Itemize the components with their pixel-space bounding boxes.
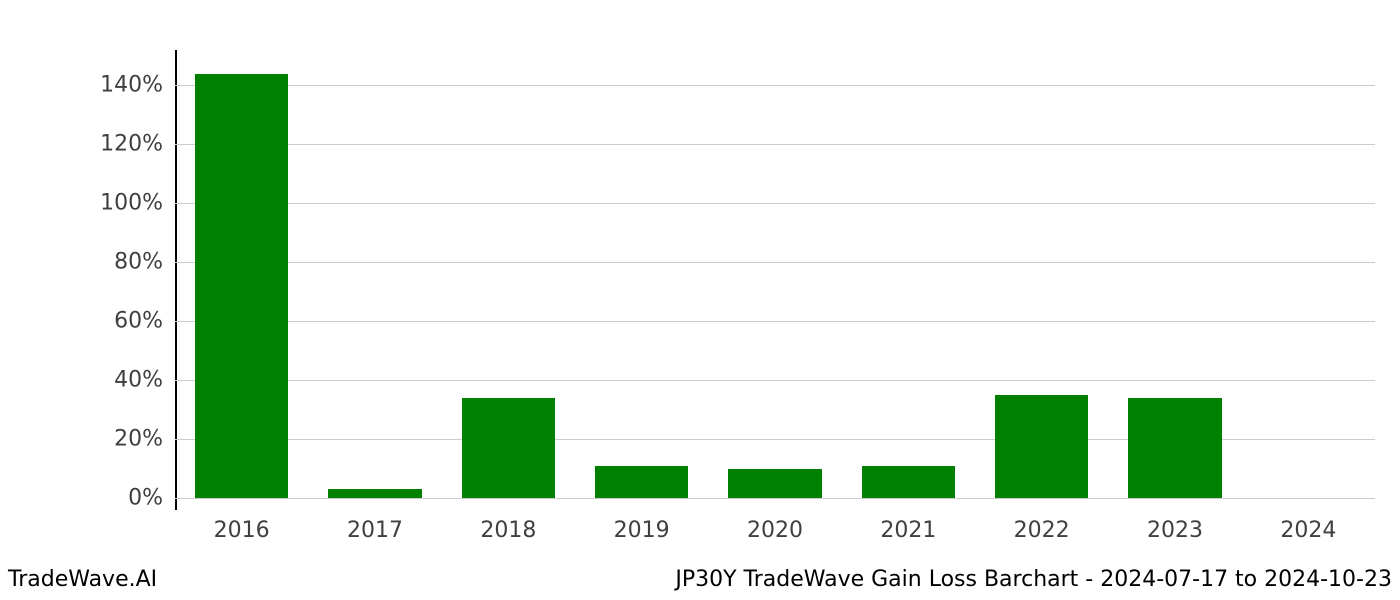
y-tick-label: 0% bbox=[128, 486, 175, 511]
bar bbox=[1128, 398, 1221, 498]
x-tick-label: 2021 bbox=[880, 510, 936, 543]
x-tick-label: 2019 bbox=[614, 510, 670, 543]
bar bbox=[995, 395, 1088, 498]
y-tick-label: 140% bbox=[100, 73, 175, 98]
y-tick-label: 60% bbox=[114, 309, 175, 334]
gridline bbox=[175, 380, 1375, 381]
bar bbox=[462, 398, 555, 498]
x-tick-label: 2018 bbox=[480, 510, 536, 543]
x-tick-label: 2017 bbox=[347, 510, 403, 543]
bar bbox=[728, 469, 821, 498]
gridline bbox=[175, 144, 1375, 145]
bar bbox=[328, 489, 421, 498]
y-tick-label: 100% bbox=[100, 191, 175, 216]
chart-caption: JP30Y TradeWave Gain Loss Barchart - 202… bbox=[675, 567, 1392, 592]
gridline bbox=[175, 262, 1375, 263]
y-axis-line bbox=[175, 50, 177, 510]
x-tick-label: 2022 bbox=[1014, 510, 1070, 543]
x-tick-label: 2024 bbox=[1280, 510, 1336, 543]
x-tick-label: 2020 bbox=[747, 510, 803, 543]
bar bbox=[195, 74, 288, 499]
gridline bbox=[175, 321, 1375, 322]
chart-container: 0% 20% 40% 60% 80% 100% 120% 140% 2016 2017 2018 20… bbox=[0, 0, 1400, 600]
y-tick-label: 120% bbox=[100, 132, 175, 157]
gridline bbox=[175, 498, 1375, 499]
gridline bbox=[175, 85, 1375, 86]
bar bbox=[595, 466, 688, 498]
x-tick-label: 2016 bbox=[214, 510, 270, 543]
bar bbox=[862, 466, 955, 498]
x-tick-label: 2023 bbox=[1147, 510, 1203, 543]
y-tick-label: 80% bbox=[114, 250, 175, 275]
y-tick-label: 20% bbox=[114, 427, 175, 452]
plot-area: 0%20%40%60%80%100%120%140%20162017201820… bbox=[175, 50, 1375, 510]
footer-brand: TradeWave.AI bbox=[8, 567, 157, 592]
gridline bbox=[175, 203, 1375, 204]
y-tick-label: 40% bbox=[114, 368, 175, 393]
